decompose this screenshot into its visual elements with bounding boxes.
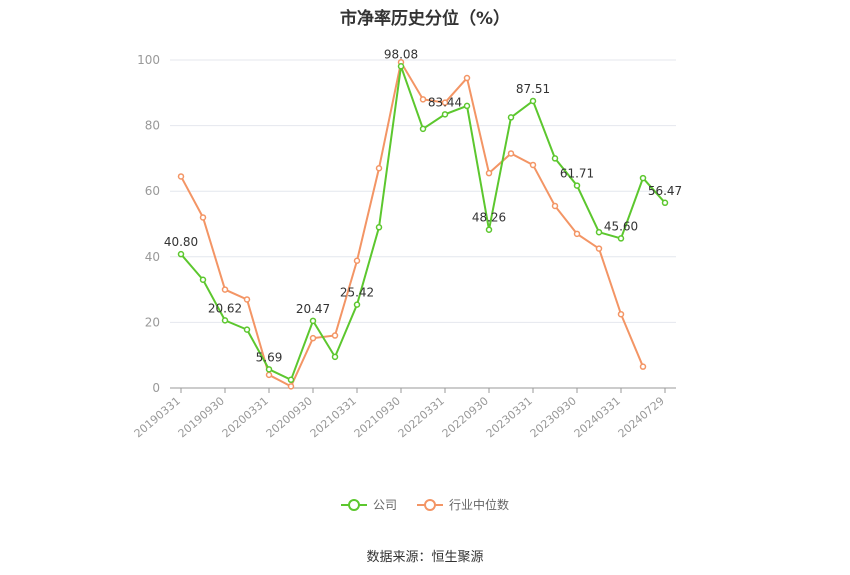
data-label: 20.62	[208, 301, 242, 315]
x-tick-label: 20240729	[616, 394, 667, 440]
y-tick-label: 80	[145, 119, 160, 133]
data-label: 25.42	[340, 286, 374, 300]
data-point	[485, 169, 493, 177]
data-point	[639, 363, 647, 370]
data-point	[507, 114, 515, 121]
data-point	[309, 317, 317, 325]
y-tick-label: 60	[145, 184, 160, 198]
data-point	[265, 371, 273, 379]
data-point	[529, 161, 537, 169]
data-label: 83.44	[428, 95, 462, 109]
data-label: 5.69	[256, 350, 283, 364]
data-point	[353, 301, 361, 308]
data-point	[551, 202, 559, 210]
data-point	[573, 182, 581, 189]
y-tick-label: 20	[145, 315, 160, 329]
series-line-1	[180, 59, 644, 388]
series-lines	[177, 59, 669, 390]
legend-company-marker	[340, 498, 367, 511]
data-label: 56.47	[648, 184, 682, 198]
data-point	[177, 250, 185, 258]
data-point	[177, 173, 185, 180]
data-labels: 40.80 20.62 5.69 20.47 25.42 98.08 83.44 48.26 8…	[164, 47, 682, 364]
data-label: 48.26	[472, 211, 506, 225]
legend-label-industry: 行业中位数	[449, 498, 510, 512]
data-source-note: 数据来源：恒生聚源	[366, 550, 484, 565]
legend-item-industry[interactable]: 行业中位数	[417, 496, 509, 513]
data-point	[221, 317, 229, 324]
data-label: 98.08	[384, 47, 418, 61]
chart-title: 市净率历史分位（%）	[339, 9, 511, 29]
data-label: 40.80	[164, 235, 198, 249]
x-tick-label: 20230930	[528, 394, 579, 440]
x-tick-label: 20210930	[352, 394, 403, 440]
data-point	[463, 74, 471, 82]
y-tick-label: 100	[137, 53, 160, 67]
data-point	[463, 102, 471, 110]
legend: 公司 行业中位数	[0, 496, 850, 513]
data-point	[375, 164, 383, 172]
x-tick-label: 20220331	[396, 394, 447, 440]
x-tick-label: 20230331	[484, 394, 535, 440]
data-point	[199, 276, 207, 284]
data-point	[331, 353, 339, 361]
data-point	[441, 99, 449, 106]
data-point	[221, 286, 229, 293]
x-tick-label: 20220930	[440, 394, 491, 440]
data-point	[309, 334, 317, 342]
data-point	[243, 326, 251, 333]
legend-industry-marker	[417, 498, 443, 511]
y-tick-label: 40	[145, 250, 160, 264]
data-point	[331, 332, 339, 339]
data-point	[595, 245, 603, 252]
data-point	[485, 226, 493, 233]
data-point	[419, 96, 427, 103]
data-point	[287, 376, 295, 384]
data-point	[617, 310, 625, 318]
data-point	[551, 155, 559, 162]
data-point	[287, 383, 295, 390]
x-tick-label: 20190331	[132, 394, 183, 440]
y-tick-label: 0	[152, 381, 160, 395]
x-tick-label: 20190930	[176, 394, 227, 440]
data-point	[265, 366, 273, 373]
x-tick-label: 20210331	[308, 394, 359, 440]
data-point	[419, 125, 427, 133]
data-point	[243, 296, 251, 303]
data-point	[529, 97, 537, 105]
x-tick-label: 20200930	[264, 394, 315, 440]
legend-item-company[interactable]: 公司	[340, 496, 397, 513]
x-tick-label: 20200331	[220, 394, 271, 440]
data-point	[353, 257, 361, 264]
data-point	[639, 174, 647, 182]
series-line-0	[180, 65, 666, 382]
data-point	[441, 111, 449, 118]
data-label: 87.51	[516, 82, 550, 96]
data-point	[617, 235, 625, 242]
data-point	[507, 150, 515, 157]
x-tick-label: 20240331	[572, 394, 623, 440]
legend-label-company: 公司	[372, 498, 397, 512]
data-point	[661, 199, 669, 207]
data-point	[573, 230, 581, 238]
data-point	[595, 228, 603, 236]
data-point	[199, 214, 207, 221]
data-point	[375, 224, 383, 231]
data-label: 20.47	[296, 302, 330, 316]
data-point	[397, 63, 405, 70]
data-label: 61.71	[560, 167, 594, 181]
data-label: 45.60	[604, 219, 638, 233]
grid-lines	[170, 59, 676, 323]
